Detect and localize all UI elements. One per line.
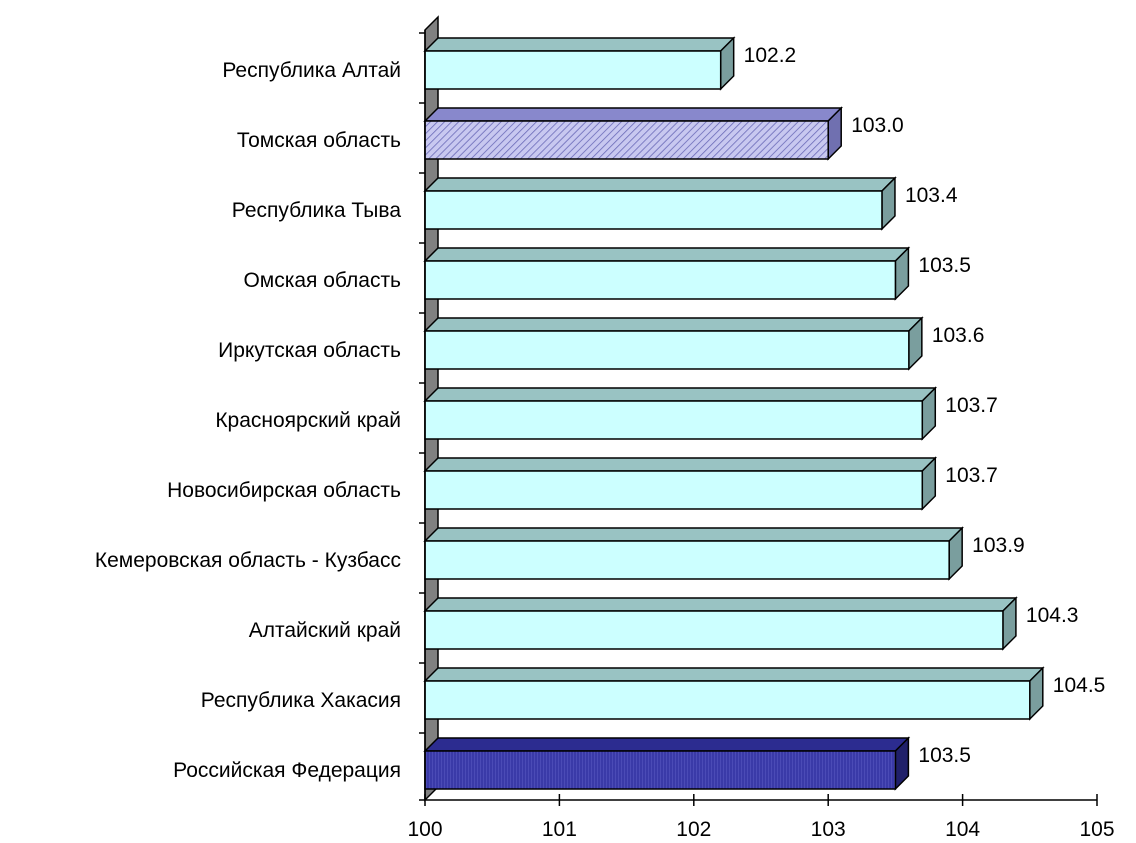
- category-label: Томская область: [237, 129, 401, 152]
- bar-front: [424, 190, 883, 230]
- bar: [423, 316, 924, 371]
- bar-front: [424, 330, 910, 370]
- category-label: Республика Алтай: [222, 59, 401, 82]
- value-label: 104.3: [1026, 604, 1079, 627]
- bar-front: [424, 610, 1004, 650]
- bar-top: [423, 667, 1045, 682]
- bars: [423, 36, 1045, 791]
- bar-top: [423, 457, 938, 472]
- category-label: Иркутская область: [218, 339, 401, 362]
- category-label: Республика Тыва: [232, 199, 402, 222]
- labels: Республика Алтай 102.2 Томская область 103.…: [95, 44, 1115, 841]
- bar: [423, 666, 1045, 721]
- category-label: Кемеровская область - Кузбасс: [95, 549, 401, 572]
- bar-front: [424, 260, 897, 300]
- category-label: Новосибирская область: [167, 479, 401, 502]
- bar: [423, 596, 1018, 651]
- value-label: 103.0: [851, 114, 904, 137]
- value-label: 103.7: [945, 394, 998, 417]
- category-label: Российская Федерация: [173, 759, 401, 782]
- bar-top: [423, 527, 964, 542]
- bar-front: [424, 680, 1031, 720]
- value-label: 102.2: [744, 44, 797, 67]
- bar-top: [423, 177, 897, 192]
- bar-top: [423, 107, 844, 122]
- value-label: 103.9: [972, 534, 1025, 557]
- bar: [423, 246, 911, 301]
- bar-top: [423, 247, 911, 262]
- value-label: 103.5: [918, 254, 971, 277]
- bar: [423, 176, 897, 231]
- bar-front: [424, 470, 924, 510]
- value-label: 103.4: [905, 184, 958, 207]
- bar: [423, 456, 938, 511]
- bar-front: [424, 120, 829, 160]
- bar-top: [423, 737, 911, 752]
- bar-front: [424, 540, 950, 580]
- category-label: Республика Хакасия: [201, 689, 401, 712]
- axes: [419, 30, 1098, 806]
- category-label: Омская область: [243, 269, 401, 292]
- x-tick-label: 103: [811, 818, 846, 841]
- value-label: 104.5: [1053, 674, 1106, 697]
- bar-top: [423, 317, 924, 332]
- x-tick-label: 102: [676, 818, 711, 841]
- category-label: Красноярский край: [215, 409, 401, 432]
- bar-top: [423, 597, 1018, 612]
- x-tick-label: 101: [542, 818, 577, 841]
- bar: [423, 526, 964, 581]
- bar-front: [424, 750, 897, 790]
- x-tick-label: 104: [945, 818, 980, 841]
- bar-front: [424, 400, 924, 440]
- x-tick-label: 105: [1079, 818, 1114, 841]
- bar: [423, 106, 844, 161]
- bar-front: [424, 50, 722, 90]
- value-label: 103.6: [932, 324, 985, 347]
- value-label: 103.5: [918, 744, 971, 767]
- category-label: Алтайский край: [249, 619, 401, 642]
- bar-top: [423, 37, 736, 52]
- x-tick-label: 100: [407, 818, 442, 841]
- bar: [423, 36, 736, 91]
- bar: [423, 736, 911, 791]
- bar: [423, 386, 938, 441]
- bar-top: [423, 387, 938, 402]
- value-label: 103.7: [945, 464, 998, 487]
